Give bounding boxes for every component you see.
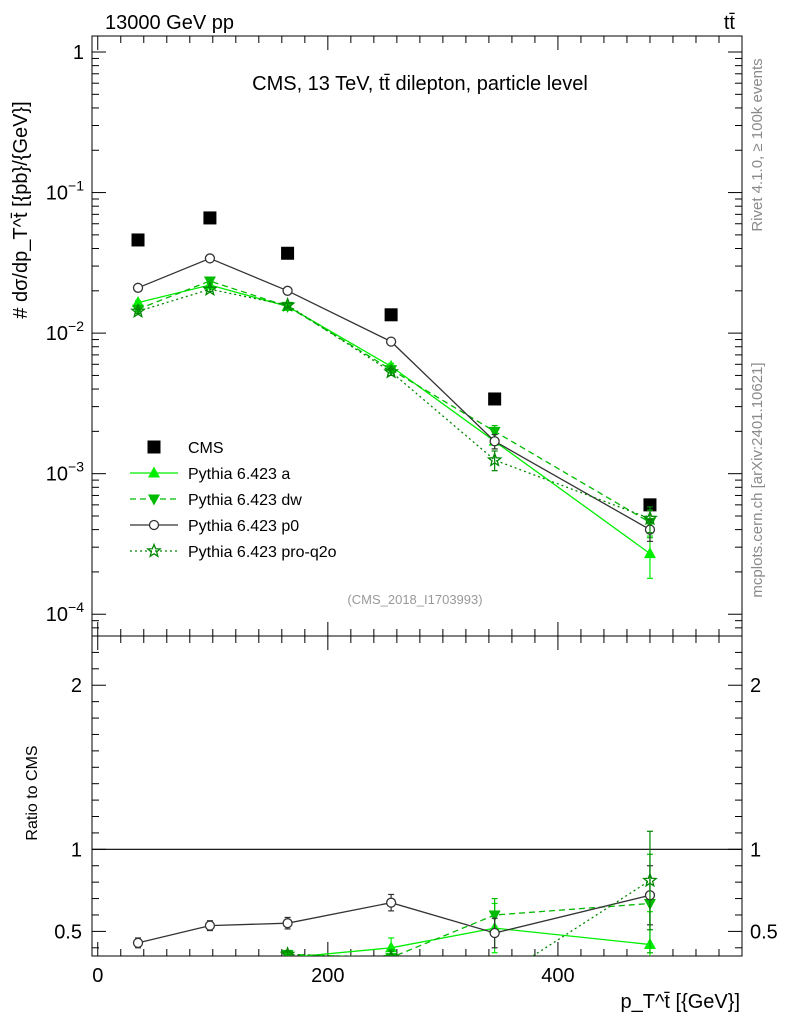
ratio-y-axis-ticks: 0.5 0.5 1 1 2 2 bbox=[54, 651, 778, 949]
main-data-point bbox=[488, 392, 502, 406]
main-y-tick-label: 10−3 bbox=[46, 459, 84, 486]
ratio-series-pythia-6-423-dw bbox=[281, 853, 656, 956]
main-series-layer bbox=[130, 211, 658, 579]
analysis-id-watermark: (CMS_2018_I1703993) bbox=[347, 592, 482, 607]
ratio-data-point bbox=[489, 927, 500, 939]
main-data-point bbox=[279, 296, 296, 312]
legend-item: Pythia 6.423 dw bbox=[130, 492, 302, 509]
main-series-pythia-6-423-pro-q2o bbox=[130, 281, 658, 534]
main-data-point bbox=[131, 233, 145, 247]
ratio-y-tick-label-right: 2 bbox=[750, 675, 761, 697]
ratio-series-pythia-6-423-pro-q2o bbox=[279, 830, 658, 986]
main-data-point bbox=[384, 308, 398, 322]
main-data-point bbox=[132, 282, 144, 293]
legend-label: Pythia 6.423 pro-q2o bbox=[188, 544, 337, 561]
main-data-point bbox=[132, 296, 145, 308]
ratio-panel-frame bbox=[91, 635, 743, 957]
ratio-y-tick-label-left: 1 bbox=[71, 839, 82, 861]
rivet-label-group: Rivet 4.1.0, ≥ 100k events bbox=[749, 58, 766, 231]
legend: CMS Pythia 6.423 a Pythia 6.423 dw Pythia 6… bbox=[130, 440, 337, 561]
x-tick-label: 400 bbox=[541, 965, 574, 987]
main-y-tick-label: 10−4 bbox=[46, 599, 84, 626]
main-y-axis-title: # dσ/dp_T^t̄ [{pb}/{GeV}] bbox=[10, 101, 32, 318]
main-data-point bbox=[488, 426, 501, 438]
main-data-point bbox=[130, 302, 146, 319]
legend-item: Pythia 6.423 pro-q2o bbox=[130, 542, 337, 561]
ratio-data-point bbox=[642, 872, 658, 888]
ratio-data-point bbox=[132, 937, 144, 949]
ratio-data-point bbox=[204, 920, 216, 931]
x-axis-ticks: 0 200 400 bbox=[92, 36, 720, 987]
main-y-tick-label: 1 bbox=[73, 42, 84, 64]
main-data-point bbox=[489, 436, 500, 447]
energy-label: 13000 GeV pp bbox=[105, 12, 234, 34]
ratio-y-axis-label: Ratio to CMS bbox=[24, 745, 41, 840]
main-data-point bbox=[281, 246, 295, 260]
main-y-axis-ticks: 1 10−1 10−2 10−3 10−4 bbox=[46, 42, 742, 637]
x-tick-label: 200 bbox=[311, 965, 344, 987]
main-data-point bbox=[643, 498, 657, 512]
ratio-data-point bbox=[488, 974, 500, 986]
plot-title: CMS, 13 TeV, tt̄ dilepton, particle leve… bbox=[252, 73, 588, 95]
main-y-tick-label: 10−1 bbox=[46, 178, 84, 205]
ratio-y-tick-label-left: 0.5 bbox=[54, 921, 82, 943]
main-data-point bbox=[282, 285, 293, 296]
x-tick-label: 0 bbox=[92, 965, 103, 987]
main-data-point bbox=[385, 336, 397, 347]
x-axis-label: p_T^t̄ [{GeV}] bbox=[621, 991, 740, 1013]
legend-item: Pythia 6.423 a bbox=[130, 466, 290, 483]
ratio-series-line bbox=[287, 902, 651, 956]
legend-marker bbox=[148, 466, 160, 478]
legend-item: CMS bbox=[147, 440, 224, 457]
main-data-point bbox=[202, 281, 218, 297]
legend-marker bbox=[146, 542, 162, 558]
ratio-data-point bbox=[279, 946, 296, 956]
mcplots-label-group: mcplots.cern.ch [arXiv:2401.10621] bbox=[749, 362, 766, 597]
ratio-y-tick-label-left: 2 bbox=[71, 675, 82, 697]
mcplots-credit-label: mcplots.cern.ch [arXiv:2401.10621] bbox=[749, 362, 766, 597]
ratio-series-line bbox=[297, 927, 651, 956]
legend-marker bbox=[147, 440, 161, 454]
main-series-line bbox=[137, 288, 651, 520]
legend-marker bbox=[148, 519, 160, 531]
legend-label: Pythia 6.423 p0 bbox=[188, 518, 299, 535]
ratio-data-point bbox=[385, 897, 397, 908]
ratio-data-point bbox=[383, 949, 400, 956]
ratio-data-point bbox=[488, 910, 501, 922]
main-data-point bbox=[383, 363, 400, 379]
ratio-series-line bbox=[137, 894, 651, 944]
main-data-point bbox=[204, 253, 216, 264]
ratio-series-layer bbox=[132, 830, 658, 986]
main-series-line bbox=[137, 257, 651, 531]
legend-marker bbox=[148, 494, 160, 506]
main-series-cms bbox=[131, 211, 657, 512]
main-series-pythia-6-423-p0 bbox=[132, 253, 656, 542]
ratio-y-tick-label-right: 1 bbox=[750, 839, 761, 861]
main-y-tick-label: 10−2 bbox=[46, 318, 84, 345]
legend-label: Pythia 6.423 dw bbox=[188, 492, 302, 509]
main-data-point bbox=[203, 211, 217, 225]
ratio-series-pythia-6-423-p0 bbox=[132, 865, 656, 949]
legend-label: Pythia 6.423 a bbox=[188, 466, 290, 483]
process-label: tt̄ bbox=[724, 12, 736, 34]
ratio-y-tick-label-right: 0.5 bbox=[750, 921, 778, 943]
main-data-point bbox=[642, 510, 658, 526]
ratio-y-axis-title: Ratio to CMS bbox=[24, 745, 41, 840]
legend-item: Pythia 6.423 p0 bbox=[130, 518, 299, 535]
main-data-point bbox=[643, 547, 656, 559]
ratio-data-point bbox=[282, 918, 293, 929]
main-data-point bbox=[486, 451, 503, 467]
main-series-line bbox=[137, 280, 651, 523]
main-y-axis-label: # dσ/dp_T^t̄ [{pb}/{GeV}] bbox=[10, 101, 32, 318]
rivet-version-label: Rivet 4.1.0, ≥ 100k events bbox=[749, 58, 766, 231]
legend-label: CMS bbox=[188, 440, 224, 457]
main-series-line bbox=[137, 284, 651, 555]
